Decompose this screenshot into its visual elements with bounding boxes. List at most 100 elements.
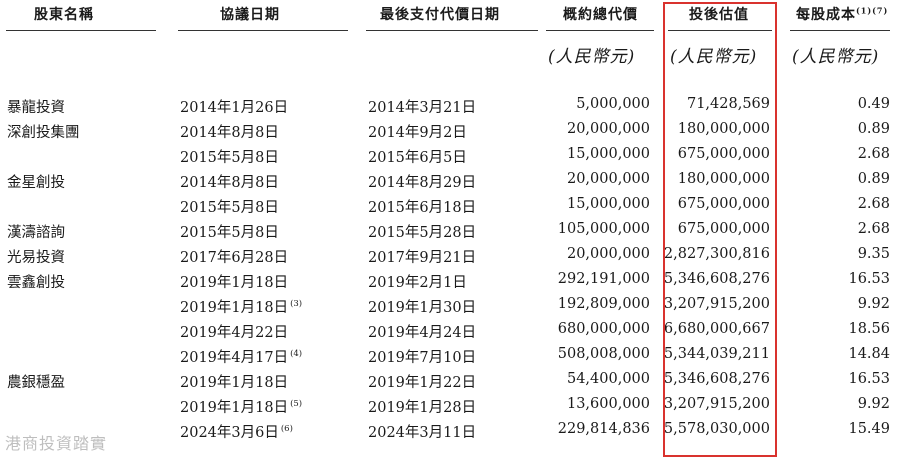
cell-last-payment-date: 2019年4月24日 bbox=[368, 325, 477, 341]
cell-shareholder: 金星創投 bbox=[7, 175, 65, 191]
header-rule-cost-per-share bbox=[790, 30, 890, 31]
cell-agreement-date: 2014年8月8日 bbox=[180, 171, 281, 192]
cell-cost: 2.68 bbox=[857, 146, 890, 162]
cell-agreement-date-text: 2019年4月22日 bbox=[180, 325, 289, 341]
cell-last-payment-date: 2014年9月2日 bbox=[368, 125, 467, 141]
cell-consideration: 54,400,000 bbox=[566, 371, 650, 387]
table-row: 暴龍投資 2014年1月26日 2014年3月21日 5,000,000 71,… bbox=[0, 96, 900, 118]
cell-agreement-date: 2014年1月26日 bbox=[180, 96, 290, 117]
cell-cost: 16.53 bbox=[848, 371, 890, 387]
cell-last-payment-date: 2024年3月11日 bbox=[368, 425, 477, 441]
table-row: 2024年3月6日 (6) 2024年3月11日 229,814,836 5,57… bbox=[0, 421, 900, 443]
cell-agreement-date: 2019年1月18日 (5) bbox=[180, 396, 302, 417]
cell-consideration: 105,000,000 bbox=[557, 221, 650, 237]
cell-valuation: 5,578,030,000 bbox=[663, 421, 770, 437]
cell-valuation: 5,346,608,276 bbox=[663, 271, 770, 287]
header-cost-per-share-footnote: (1)(7) bbox=[856, 5, 889, 16]
cell-agreement-date-text: 2024年3月6日 bbox=[180, 425, 279, 441]
cell-agreement-date: 2019年1月18日 (3) bbox=[180, 296, 302, 317]
cell-agreement-date: 2019年1月18日 bbox=[180, 271, 290, 292]
unit-total-consideration: (人民幣元) bbox=[548, 47, 636, 67]
header-last-payment-date: 最後支付代價日期 bbox=[380, 7, 500, 23]
cell-consideration: 15,000,000 bbox=[566, 146, 650, 162]
cell-consideration: 229,814,836 bbox=[557, 421, 650, 437]
cell-footnote: (6) bbox=[280, 424, 293, 435]
cell-last-payment-date: 2015年6月5日 bbox=[368, 150, 467, 166]
cell-footnote: (4) bbox=[290, 349, 303, 360]
cell-valuation: 180,000,000 bbox=[677, 171, 770, 187]
cell-agreement-date-text: 2019年1月18日 bbox=[180, 275, 289, 291]
cell-agreement-date-text: 2014年8月8日 bbox=[180, 175, 279, 191]
cell-cost: 9.92 bbox=[857, 396, 890, 412]
cell-last-payment-date: 2014年3月21日 bbox=[368, 100, 477, 116]
cell-footnote: (3) bbox=[290, 299, 303, 310]
header-total-consideration: 概約總代價 bbox=[563, 7, 638, 23]
table-row: 深創投集團 2014年8月8日 2014年9月2日 20,000,000 180… bbox=[0, 121, 900, 143]
cell-cost: 18.56 bbox=[848, 321, 890, 337]
header-rule-total-consideration bbox=[546, 30, 654, 31]
cell-cost: 0.89 bbox=[857, 121, 890, 137]
cell-last-payment-date: 2019年1月28日 bbox=[368, 400, 477, 416]
cell-agreement-date: 2014年8月8日 bbox=[180, 121, 281, 142]
cell-consideration: 20,000,000 bbox=[566, 171, 650, 187]
cell-last-payment-date: 2014年8月29日 bbox=[368, 175, 477, 191]
table-row: 2015年5月8日 2015年6月5日 15,000,000 675,000,0… bbox=[0, 146, 900, 168]
table-row: 金星創投 2014年8月8日 2014年8月29日 20,000,000 180… bbox=[0, 171, 900, 193]
cell-agreement-date-text: 2015年5月8日 bbox=[180, 225, 279, 241]
cell-valuation: 5,344,039,211 bbox=[663, 346, 770, 362]
cell-agreement-date-text: 2019年1月18日 bbox=[180, 300, 289, 316]
header-rule-last-payment-date bbox=[366, 30, 538, 31]
cell-consideration: 5,000,000 bbox=[576, 96, 650, 112]
cell-agreement-date-text: 2019年1月18日 bbox=[180, 400, 289, 416]
cell-agreement-date: 2017年6月28日 bbox=[180, 246, 290, 267]
cell-shareholder: 農銀穩盈 bbox=[7, 375, 65, 391]
cell-cost: 2.68 bbox=[857, 196, 890, 212]
cell-valuation: 6,680,000,667 bbox=[663, 321, 770, 337]
cell-agreement-date-text: 2014年8月8日 bbox=[180, 125, 279, 141]
cell-cost: 15.49 bbox=[848, 421, 890, 437]
cell-last-payment-date: 2017年9月21日 bbox=[368, 250, 477, 266]
cell-valuation: 3,207,915,200 bbox=[663, 296, 770, 312]
watermark: 港商投資踏實 bbox=[5, 434, 108, 453]
cell-valuation: 675,000,000 bbox=[677, 146, 770, 162]
table-row: 漢濤諮詢 2015年5月8日 2015年5月28日 105,000,000 67… bbox=[0, 221, 900, 243]
cell-agreement-date-text: 2014年1月26日 bbox=[180, 100, 289, 116]
cell-valuation: 3,207,915,200 bbox=[663, 396, 770, 412]
cell-last-payment-date: 2019年1月22日 bbox=[368, 375, 477, 391]
cell-shareholder: 光易投資 bbox=[7, 250, 65, 266]
header-shareholder: 股東名稱 bbox=[34, 7, 94, 23]
cell-consideration: 20,000,000 bbox=[566, 246, 650, 262]
table-row: 2019年1月18日 (3) 2019年1月30日 192,809,000 3,2… bbox=[0, 296, 900, 318]
unit-post-money-valuation: (人民幣元) bbox=[670, 47, 758, 67]
cell-agreement-date-text: 2019年4月17日 bbox=[180, 350, 289, 366]
table-row: 2019年4月17日 (4) 2019年7月10日 508,008,000 5,3… bbox=[0, 346, 900, 368]
cell-cost: 0.49 bbox=[857, 96, 890, 112]
cell-agreement-date-text: 2017年6月28日 bbox=[180, 250, 289, 266]
cell-last-payment-date: 2019年7月10日 bbox=[368, 350, 477, 366]
table-row: 光易投資 2017年6月28日 2017年9月21日 20,000,000 2,… bbox=[0, 246, 900, 268]
cell-valuation: 71,428,569 bbox=[686, 96, 770, 112]
cell-shareholder: 深創投集團 bbox=[7, 125, 80, 141]
cell-cost: 0.89 bbox=[857, 171, 890, 187]
cell-agreement-date: 2015年5月8日 bbox=[180, 196, 281, 217]
cell-agreement-date-text: 2019年1月18日 bbox=[180, 375, 289, 391]
table-row: 2019年1月18日 (5) 2019年1月28日 13,600,000 3,20… bbox=[0, 396, 900, 418]
header-rule-shareholder bbox=[6, 30, 156, 31]
cell-valuation: 675,000,000 bbox=[677, 221, 770, 237]
cell-last-payment-date: 2019年2月1日 bbox=[368, 275, 467, 291]
cell-consideration: 192,809,000 bbox=[557, 296, 650, 312]
cell-consideration: 508,008,000 bbox=[557, 346, 650, 362]
header-cost-per-share-label: 每股成本 bbox=[796, 7, 856, 23]
cell-shareholder: 雲鑫創投 bbox=[7, 275, 65, 291]
header-rule-post-money-valuation bbox=[668, 30, 772, 31]
cell-footnote: (5) bbox=[290, 399, 303, 410]
cell-consideration: 13,600,000 bbox=[566, 396, 650, 412]
cell-cost: 14.84 bbox=[848, 346, 890, 362]
cell-cost: 9.92 bbox=[857, 296, 890, 312]
cell-consideration: 680,000,000 bbox=[557, 321, 650, 337]
cell-valuation: 675,000,000 bbox=[677, 196, 770, 212]
cell-shareholder: 漢濤諮詢 bbox=[7, 225, 65, 241]
cell-cost: 9.35 bbox=[857, 246, 890, 262]
table-row: 農銀穩盈 2019年1月18日 2019年1月22日 54,400,000 5,… bbox=[0, 371, 900, 393]
cell-cost: 16.53 bbox=[848, 271, 890, 287]
